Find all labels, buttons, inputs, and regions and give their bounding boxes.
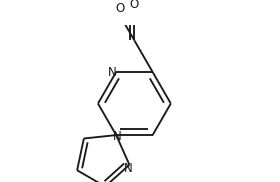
Text: N: N xyxy=(124,162,133,175)
Text: O: O xyxy=(116,2,125,15)
Text: N: N xyxy=(108,66,116,78)
Text: N: N xyxy=(113,130,122,143)
Text: O: O xyxy=(130,0,139,11)
